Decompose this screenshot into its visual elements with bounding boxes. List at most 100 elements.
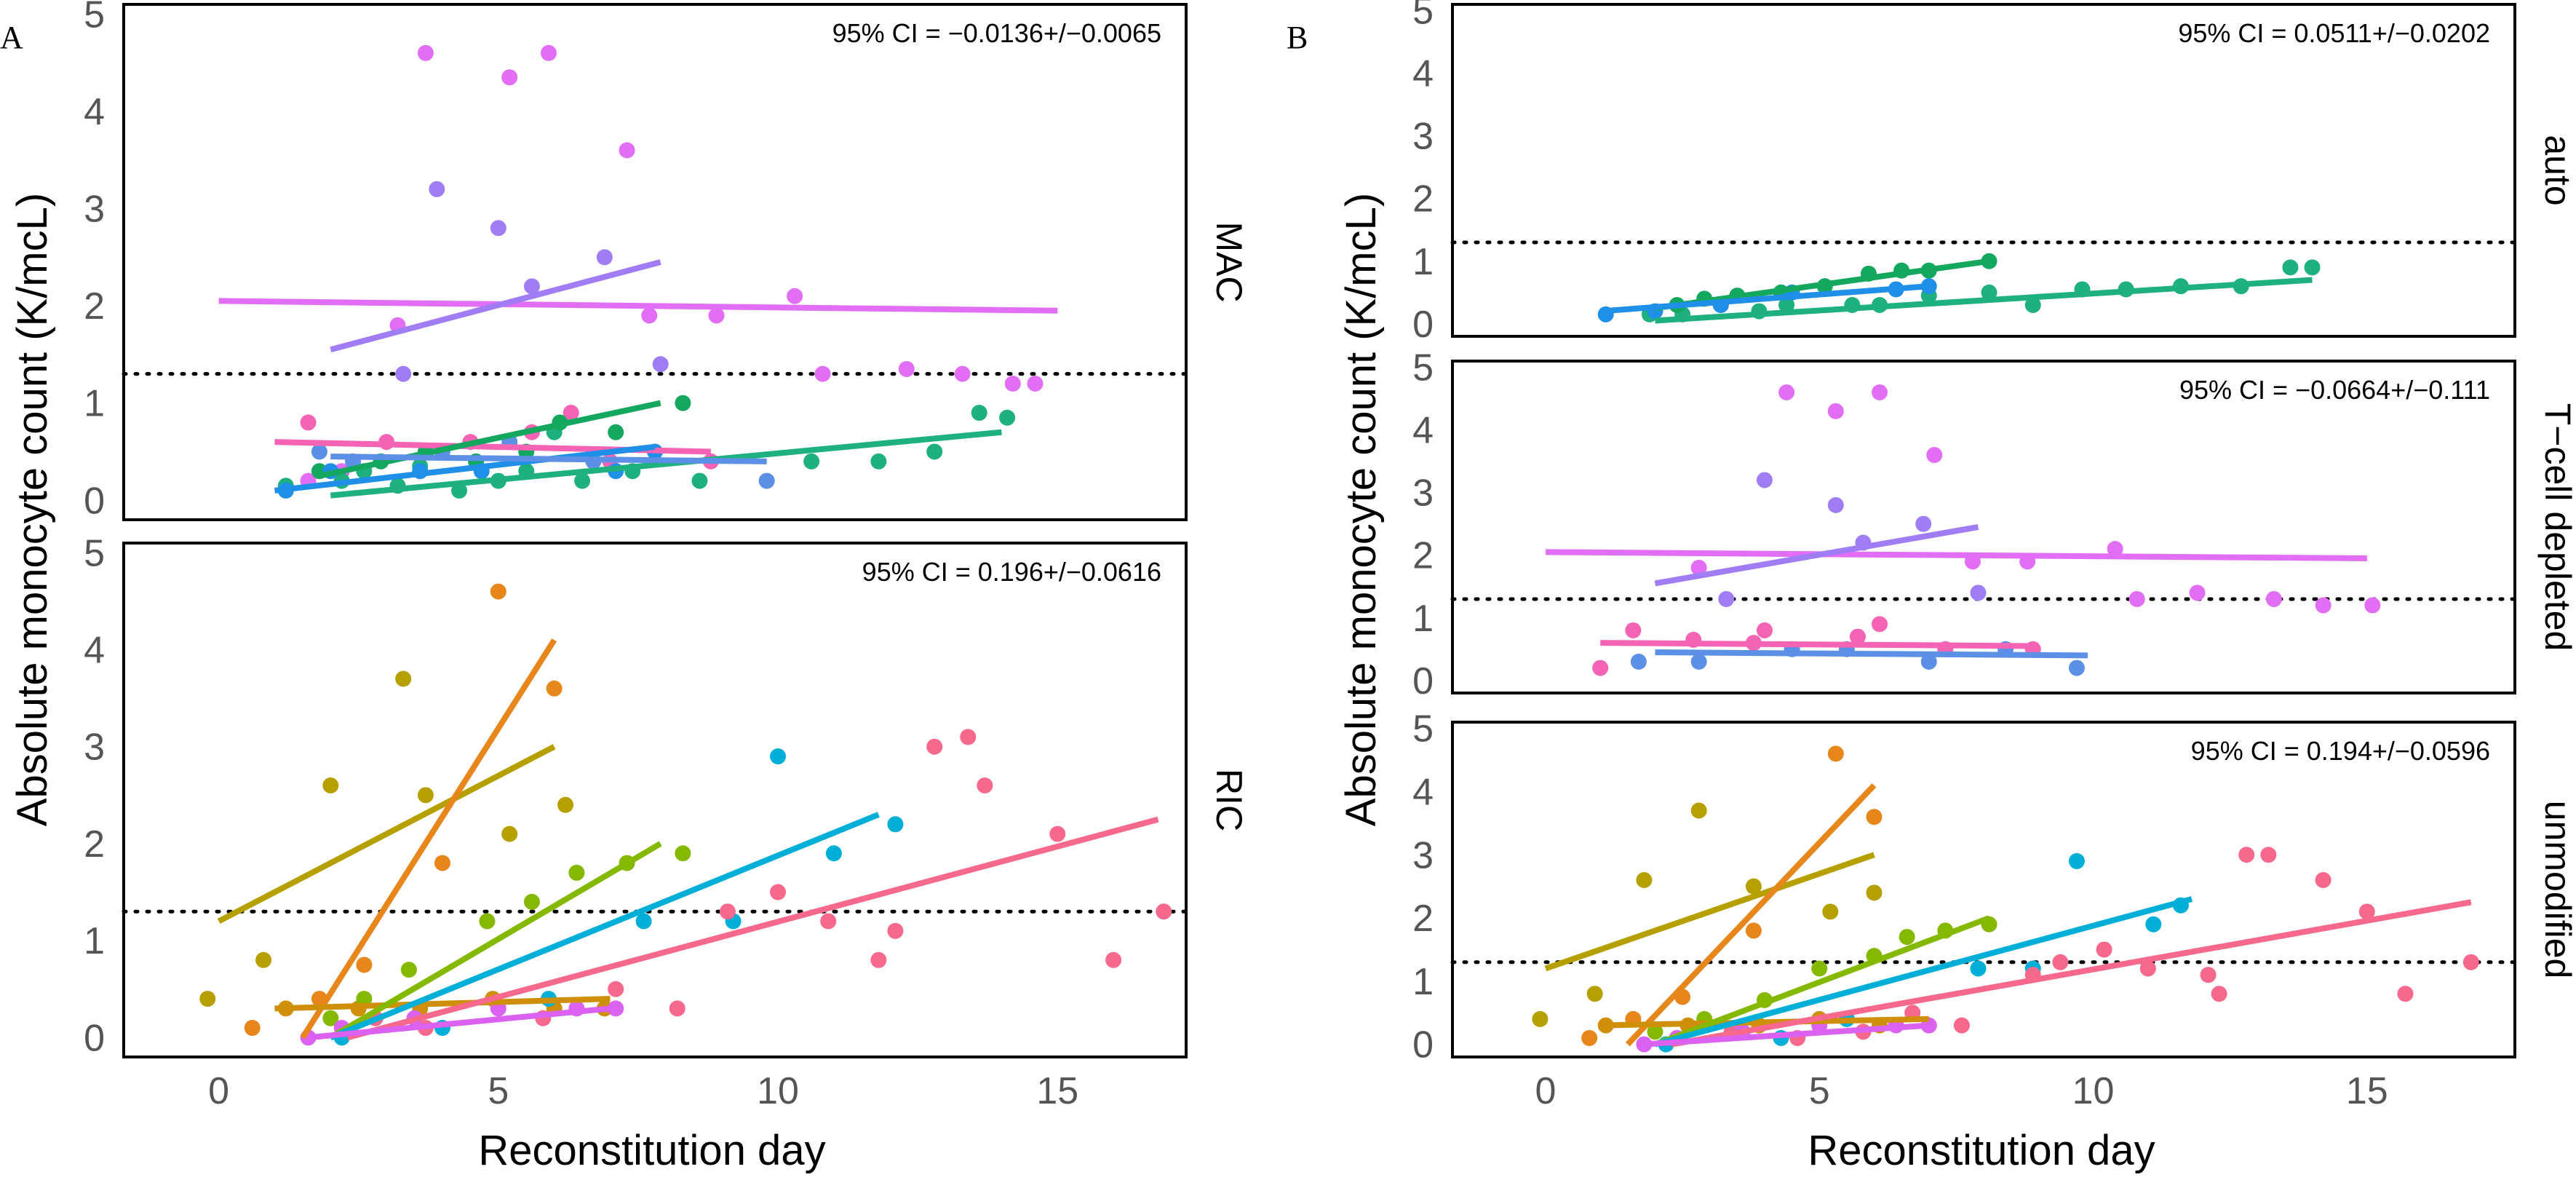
data-point <box>2315 871 2331 888</box>
x-tick-label: 0 <box>1535 1070 1556 1112</box>
data-point <box>523 278 540 295</box>
data-point <box>2024 296 2041 313</box>
data-point <box>557 796 574 813</box>
data-point <box>971 405 987 421</box>
facet-b-3: 0 1 2 3 4 5 95% CI = −0.0664+/−0.111 T−cell dep… <box>1412 347 2576 702</box>
data-point <box>1586 986 1603 1002</box>
y-tick-label: 4 <box>1412 410 1434 452</box>
data-point <box>1866 809 1883 825</box>
data-point <box>2397 986 2414 1002</box>
data-point <box>1970 585 1987 601</box>
data-point <box>1156 903 1172 920</box>
data-point <box>356 957 373 973</box>
data-point <box>1822 903 1839 920</box>
data-point <box>898 360 915 377</box>
data-point <box>1915 515 1932 532</box>
data-point <box>977 777 993 794</box>
y-tick-label: 2 <box>84 823 105 866</box>
data-point <box>1647 1023 1663 1040</box>
data-point <box>1872 616 1888 633</box>
fit-line <box>1600 1015 1929 1029</box>
facet-strip-label: RIC <box>1209 769 1249 831</box>
data-point <box>2145 916 2162 932</box>
data-point <box>1718 590 1735 607</box>
facet-strip-label: unmodified <box>2537 801 2576 979</box>
data-point <box>2139 960 2156 977</box>
data-point <box>2052 954 2069 970</box>
y-tick-label: 3 <box>1412 834 1434 876</box>
facet-frame <box>1451 721 2516 1058</box>
y-axis-title-a: Absolute monocyte count (K/mcL) <box>9 193 56 826</box>
data-point <box>1581 1029 1598 1046</box>
y-tick-label: 3 <box>1412 472 1434 515</box>
x-axis-title-b: Reconstitution day <box>1808 1127 2155 1174</box>
data-point <box>1778 384 1795 401</box>
fit-line <box>319 400 661 479</box>
fit-line <box>1600 640 2033 649</box>
facet-strip-label: T−cell depleted <box>2537 403 2576 652</box>
data-point <box>417 787 434 804</box>
facet-a-1: 0 1 2 3 4 5 0 5 10 15 95% CI = 0.196+/−0.0616 RIC <box>84 532 1249 1112</box>
data-point <box>300 414 317 431</box>
y-tick-label: 3 <box>84 189 105 231</box>
facet-frame <box>122 542 1188 1058</box>
panel-letter-a: A <box>0 20 23 55</box>
fit-line <box>308 1005 611 1041</box>
fit-line <box>1655 649 2088 659</box>
fit-line <box>330 259 661 353</box>
data-point <box>608 981 624 997</box>
data-point <box>1532 1010 1549 1027</box>
facet-frame <box>122 3 1188 521</box>
data-point <box>1926 447 1943 464</box>
data-point <box>926 738 943 755</box>
data-point <box>490 583 506 600</box>
panel-letter-b: B <box>1287 20 1308 55</box>
data-point <box>1756 622 1773 638</box>
x-tick-label: 10 <box>2072 1070 2115 1112</box>
data-point <box>1866 884 1883 901</box>
y-tick-label: 4 <box>84 91 105 133</box>
data-point <box>1970 960 1987 977</box>
data-point <box>596 249 613 266</box>
data-point <box>322 1010 339 1026</box>
data-point <box>814 365 831 382</box>
y-tick-label: 0 <box>1412 660 1434 702</box>
y-tick-label: 2 <box>1412 535 1434 577</box>
data-point <box>2358 903 2375 920</box>
data-point <box>1625 622 1642 638</box>
y-tick-label: 0 <box>1412 304 1434 346</box>
data-point <box>635 913 652 930</box>
data-point <box>999 409 1016 426</box>
facet-strip-label: MAC <box>1209 221 1249 302</box>
data-point <box>2107 541 2123 558</box>
data-point <box>954 365 971 382</box>
data-point <box>322 777 339 794</box>
fit-line <box>1654 524 1979 587</box>
data-point <box>1827 496 1844 513</box>
data-point <box>691 472 708 489</box>
data-point <box>574 472 591 489</box>
data-point <box>417 44 434 61</box>
data-point <box>255 951 272 968</box>
data-point <box>887 922 904 939</box>
facet-b-2: 0 1 2 3 4 5 95% CI = 0.0511+/−0.0202 auto <box>1412 0 2576 346</box>
y-tick-label: 4 <box>1412 771 1434 813</box>
data-point <box>501 825 518 842</box>
data-point <box>787 288 803 304</box>
fit-line <box>218 298 1058 314</box>
data-point <box>1827 403 1844 419</box>
fit-line <box>1655 277 2313 324</box>
data-point <box>803 453 820 470</box>
y-tick-label: 2 <box>1412 178 1434 221</box>
x-tick-label: 15 <box>2346 1070 2388 1112</box>
data-point <box>675 845 691 862</box>
ci-annotation: 95% CI = 0.196+/−0.0616 <box>862 557 1161 587</box>
ci-annotation: 95% CI = −0.0664+/−0.111 <box>2179 375 2490 405</box>
y-tick-label: 3 <box>1412 116 1434 158</box>
ci-annotation: 95% CI = 0.194+/−0.0596 <box>2191 736 2490 766</box>
data-point <box>2364 597 2381 614</box>
y-tick-label: 0 <box>1412 1024 1434 1066</box>
data-point <box>820 913 837 930</box>
data-point <box>1745 922 1762 939</box>
facet-b-4: 0 1 2 3 4 5 0 5 10 15 95% CI = 0.194+/−0.0596 unmod… <box>1412 708 2576 1112</box>
